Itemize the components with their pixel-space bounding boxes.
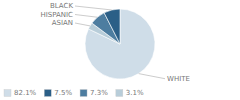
legend-swatch: [44, 90, 51, 97]
pie: [85, 9, 155, 79]
leader-line: [75, 23, 90, 26]
legend-label: 82.1%: [14, 89, 37, 97]
leader-line: [75, 6, 112, 10]
slice-labels: WHITE ASIANHISPANICBLACK: [40, 2, 189, 83]
legend-swatch: [80, 90, 87, 97]
slice-label: HISPANIC: [40, 11, 73, 19]
pie-slice: [104, 9, 120, 44]
legend-label: 3.1%: [126, 89, 144, 97]
legend: 82.1% 7.5% 7.3% 3.1%: [4, 89, 144, 97]
pie-slice: [85, 9, 155, 79]
slice-label: ASIAN: [52, 19, 73, 27]
slice-label: WHITE: [167, 75, 190, 83]
leader-line: [75, 15, 97, 18]
legend-swatch: [116, 90, 123, 97]
legend-label: 7.5%: [54, 89, 72, 97]
slice-label: BLACK: [50, 2, 73, 10]
legend-label: 7.3%: [90, 89, 108, 97]
legend-swatch: [4, 90, 11, 97]
chart: WHITE ASIANHISPANICBLACK 82.1% 7.5% 7.3% 3.1%: [0, 0, 240, 100]
leader-line: [139, 74, 165, 79]
